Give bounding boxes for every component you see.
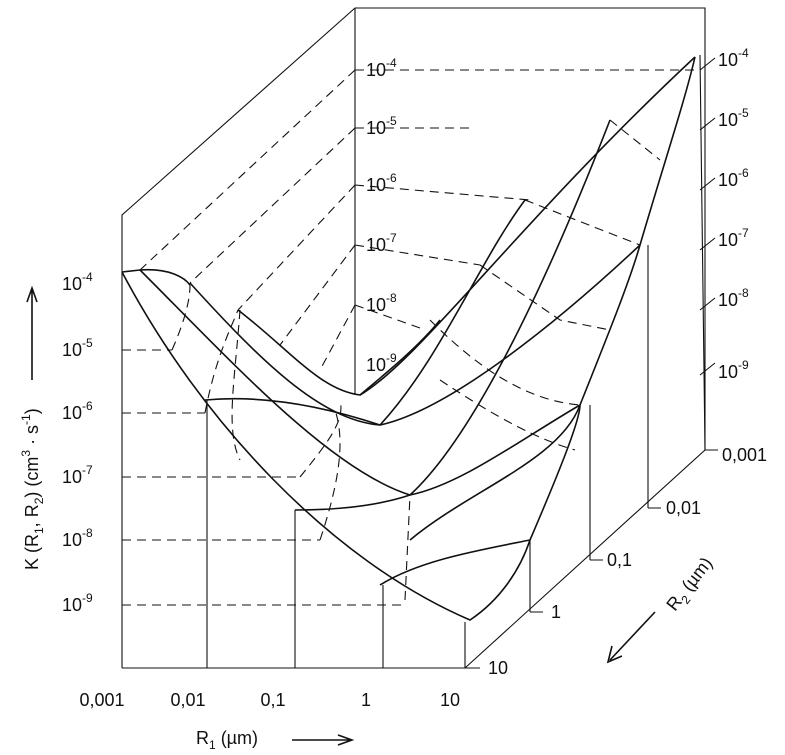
tick-label: 0,1: [607, 550, 632, 570]
tick-label: 10-4: [718, 46, 749, 70]
text-part: 10: [366, 295, 386, 315]
tick-label: 0,01: [666, 498, 701, 518]
tick-label: 10: [440, 690, 460, 710]
text-part: 2: [32, 497, 46, 504]
y-axis-title: K (R1, R2) (cm3 · s-1): [19, 408, 46, 570]
text-part: -5: [386, 114, 397, 128]
text-part: 10: [366, 235, 386, 255]
tick-label: 10-9: [366, 351, 397, 375]
tick-label: 10-5: [62, 336, 93, 360]
text-part: -8: [386, 291, 397, 305]
text-part: ) (cm: [22, 457, 42, 498]
frame: [121, 7, 718, 669]
text-part: 10: [62, 530, 82, 550]
text-part: 10: [718, 290, 738, 310]
text-part: 10: [366, 60, 386, 80]
tick-label: 10-5: [718, 106, 749, 130]
text-part: -8: [738, 286, 749, 300]
text-part: 10: [718, 170, 738, 190]
text-part: -1: [19, 414, 33, 425]
text-part: -6: [82, 399, 93, 413]
text-part: 10: [62, 467, 82, 487]
r1-title: R1 (µm): [196, 728, 258, 752]
text-part: -6: [738, 166, 749, 180]
tick-label: 1: [551, 602, 561, 622]
text-part: 10: [62, 340, 82, 360]
tick-label: 0,001: [722, 445, 767, 465]
text-part: 10: [366, 175, 386, 195]
text-part: 3: [19, 450, 33, 457]
tick-label: 10-6: [62, 399, 93, 423]
left-axis: 10-4 10-5 10-6 10-7 10-8 10-9: [62, 270, 93, 615]
text-part: -4: [386, 56, 397, 70]
text-part: -9: [386, 351, 397, 365]
tick-label: 10-7: [366, 231, 397, 255]
text-part: · s: [22, 425, 42, 450]
tick-label: 0,001: [79, 690, 124, 710]
tick-label: 10-5: [366, 114, 397, 138]
text-part: (µm): [675, 553, 717, 599]
text-part: 10: [718, 230, 738, 250]
text-part: ): [22, 408, 42, 414]
text-part: 1: [209, 738, 216, 752]
text-part: -8: [82, 526, 93, 540]
tick-label: 10-4: [366, 56, 397, 80]
text-part: 10: [62, 403, 82, 423]
text-part: 10: [366, 355, 386, 375]
r2-arrow: [606, 611, 656, 664]
y-arrow: [26, 285, 38, 380]
r2-title: R2 (µm): [662, 553, 719, 617]
text-part: -4: [82, 270, 93, 284]
tick-label: 10-4: [62, 270, 93, 294]
tick-label: 0,1: [260, 690, 285, 710]
text-part: -9: [738, 358, 749, 372]
text-part: -9: [82, 591, 93, 605]
tick-label: 10-8: [62, 526, 93, 550]
text-part: 10: [718, 110, 738, 130]
text-part: -7: [386, 231, 397, 245]
text-part: R: [196, 728, 209, 748]
tick-label: 0,01: [170, 690, 205, 710]
text-part: , R: [22, 504, 42, 527]
r1-arrow: [292, 734, 355, 746]
r1-axis: 0,001 0,01 0,1 1 10: [79, 690, 460, 710]
text-part: -5: [738, 106, 749, 120]
tick-label: 10-7: [62, 463, 93, 487]
text-part: -6: [386, 171, 397, 185]
text-part: -4: [738, 46, 749, 60]
tick-label: 10-8: [718, 286, 749, 310]
text-part: 10: [718, 50, 738, 70]
tick-label: 10-9: [62, 591, 93, 615]
text-part: 10: [62, 274, 82, 294]
r2-axis: 0,001 0,01 0,1 1 10: [488, 445, 767, 678]
text-part: 10: [366, 118, 386, 138]
back-axis: 10-4 10-5 10-6 10-7 10-8 10-9: [366, 56, 397, 375]
tick-label: 10-6: [718, 166, 749, 190]
tick-label: 10-9: [718, 358, 749, 382]
text-part: K (R: [22, 534, 42, 570]
text-part: 10: [718, 362, 738, 382]
text-part: -5: [82, 336, 93, 350]
text-part: (µm): [216, 728, 258, 748]
tick-label: 10-6: [366, 171, 397, 195]
tick-label: 10: [488, 658, 508, 678]
right-axis: 10-4 10-5 10-6 10-7 10-8 10-9: [699, 46, 749, 382]
tick-label: 1: [361, 690, 371, 710]
tick-label: 10-8: [366, 291, 397, 315]
text-part: 10: [62, 595, 82, 615]
surface: [121, 56, 696, 621]
guide-lines: [122, 69, 695, 606]
text-part: -7: [82, 463, 93, 477]
text-part: -7: [738, 226, 749, 240]
tick-label: 10-7: [718, 226, 749, 250]
text-part: 1: [32, 527, 46, 534]
